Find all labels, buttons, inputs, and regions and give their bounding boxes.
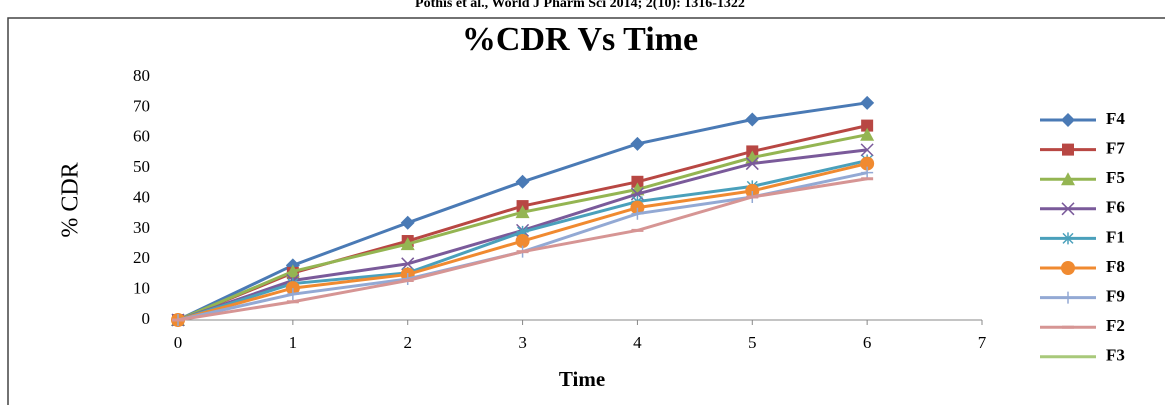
legend-label: F8 (1106, 257, 1125, 276)
data-point (285, 264, 300, 278)
data-point (860, 127, 875, 141)
data-point (745, 183, 760, 198)
x-tick-label: 5 (748, 333, 757, 352)
legend-label: F6 (1106, 198, 1125, 217)
legend-label: F3 (1106, 346, 1125, 365)
data-point (400, 237, 415, 251)
x-tick-label: 4 (633, 333, 642, 352)
data-point (861, 166, 874, 179)
data-point (630, 136, 645, 151)
legend-label: F1 (1106, 227, 1125, 246)
legend-marker (1061, 202, 1075, 216)
data-point (860, 95, 875, 110)
data-point (515, 234, 530, 249)
x-tick-label: 6 (863, 333, 872, 352)
data-point (515, 174, 530, 189)
data-point (745, 157, 759, 171)
y-tick-label: 10 (133, 279, 150, 298)
data-point (861, 119, 874, 132)
data-point (515, 205, 530, 219)
x-axis-label: Time (559, 367, 605, 391)
data-point (516, 225, 529, 238)
y-tick-label: 30 (133, 218, 150, 237)
data-point (400, 215, 415, 230)
legend-label: F2 (1106, 316, 1125, 335)
chart-frame (7, 17, 1165, 410)
legend-label: F5 (1106, 168, 1125, 187)
x-tick-label: 3 (518, 333, 527, 352)
data-point (631, 207, 644, 220)
chart-title: %CDR Vs Time (462, 21, 698, 58)
data-point (285, 281, 300, 296)
data-point (631, 175, 644, 188)
x-tick-label: 7 (978, 333, 987, 352)
legend-marker (1062, 143, 1074, 156)
y-tick-label: 0 (142, 309, 151, 328)
x-tick-label: 1 (289, 333, 298, 352)
legend-label: F7 (1106, 139, 1125, 158)
y-tick-label: 40 (133, 187, 150, 206)
y-tick-label: 70 (133, 96, 150, 115)
y-tick-label: 20 (133, 248, 150, 267)
x-tick-label: 0 (174, 333, 183, 352)
data-point (286, 288, 299, 301)
legend-marker (1061, 261, 1075, 275)
data-point (860, 143, 874, 157)
citation: Pothis et al., World J Pharm Sci 2014; 2… (415, 0, 745, 11)
data-point (630, 200, 645, 215)
data-point (401, 257, 415, 271)
y-axis-label: % CDR (58, 162, 84, 237)
legend-marker (1061, 172, 1075, 186)
y-tick-label: 50 (133, 157, 150, 176)
legend-marker (1062, 291, 1074, 304)
data-point (745, 112, 760, 127)
data-point (860, 156, 875, 171)
legend-label: F9 (1106, 287, 1125, 306)
legend-marker (1061, 113, 1075, 127)
x-tick-label: 2 (403, 333, 412, 352)
y-tick-label: 60 (133, 127, 150, 146)
legend-label: F4 (1106, 109, 1125, 128)
y-tick-label: 80 (133, 66, 150, 85)
legend-marker (1062, 232, 1074, 245)
